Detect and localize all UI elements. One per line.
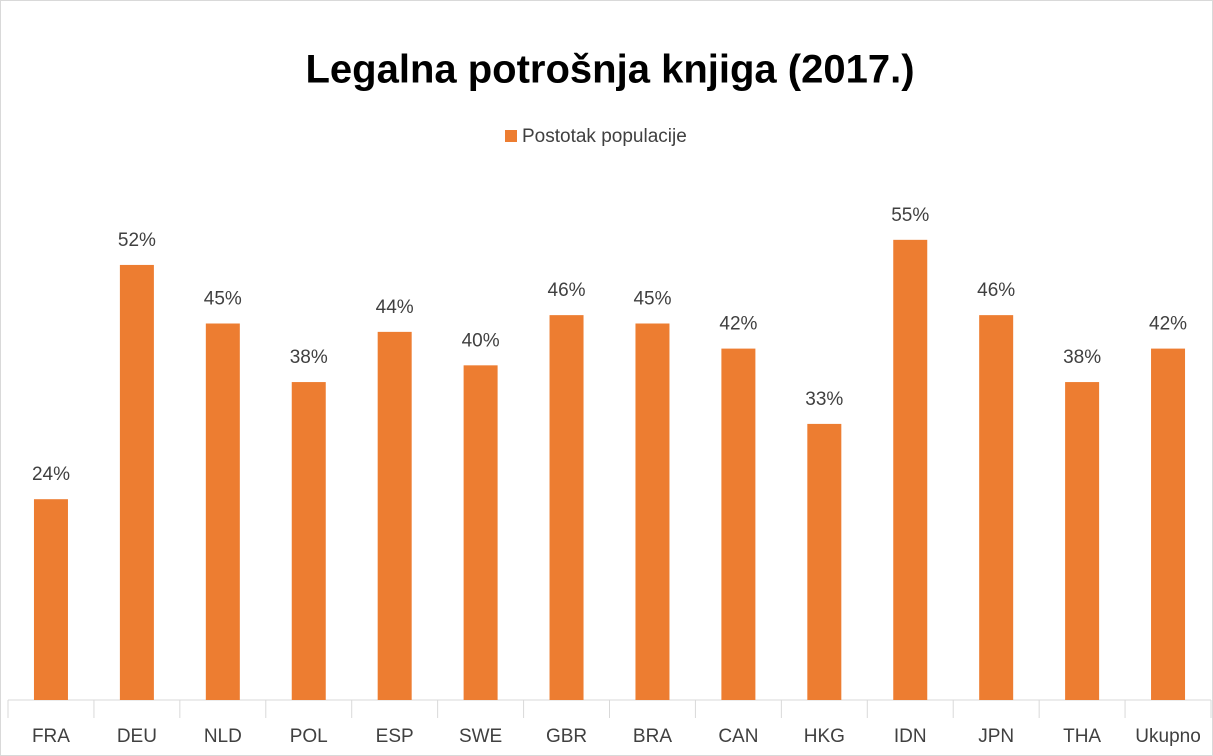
x-tick-label: FRA [32, 726, 70, 747]
x-tick-label: GBR [546, 726, 587, 747]
x-tick-label: JPN [978, 726, 1014, 747]
legend-label: Postotak populacije [522, 126, 687, 147]
data-label: 45% [204, 289, 242, 310]
bar [119, 264, 154, 700]
data-label: 42% [1149, 314, 1187, 335]
x-tick-label: SWE [459, 726, 502, 747]
bar [463, 365, 498, 700]
bar [893, 239, 928, 701]
bar [33, 499, 68, 700]
x-tick-label: IDN [894, 726, 927, 747]
bar [291, 382, 326, 700]
x-tick-label: DEU [117, 726, 157, 747]
data-label: 40% [462, 330, 500, 351]
x-tick-label: ESP [376, 726, 414, 747]
x-tick-label: CAN [718, 726, 758, 747]
bar [549, 315, 584, 700]
data-label: 52% [118, 230, 156, 251]
x-tick-label: HKG [804, 726, 845, 747]
bar [1151, 348, 1186, 700]
chart-title: Legalna potrošnja knjiga (2017.) [305, 48, 914, 92]
bar [635, 323, 670, 700]
data-label: 44% [376, 297, 414, 318]
data-label: 45% [633, 289, 671, 310]
legend-swatch [505, 130, 517, 142]
bar [721, 348, 756, 700]
data-label: 55% [891, 205, 929, 226]
data-label: 24% [32, 464, 70, 485]
data-label: 38% [1063, 347, 1101, 368]
bar [979, 315, 1014, 700]
data-label: 46% [977, 280, 1015, 301]
bar [205, 323, 240, 700]
x-tick-label: Ukupno [1135, 726, 1201, 747]
data-label: 42% [719, 314, 757, 335]
data-label: 33% [805, 389, 843, 410]
data-label: 38% [290, 347, 328, 368]
data-label: 46% [548, 280, 586, 301]
x-tick-label: BRA [633, 726, 672, 747]
x-tick-label: POL [290, 726, 328, 747]
bar [1065, 382, 1100, 700]
x-tick-label: NLD [204, 726, 242, 747]
bar [377, 331, 412, 700]
bar [807, 423, 842, 700]
x-tick-label: THA [1063, 726, 1101, 747]
